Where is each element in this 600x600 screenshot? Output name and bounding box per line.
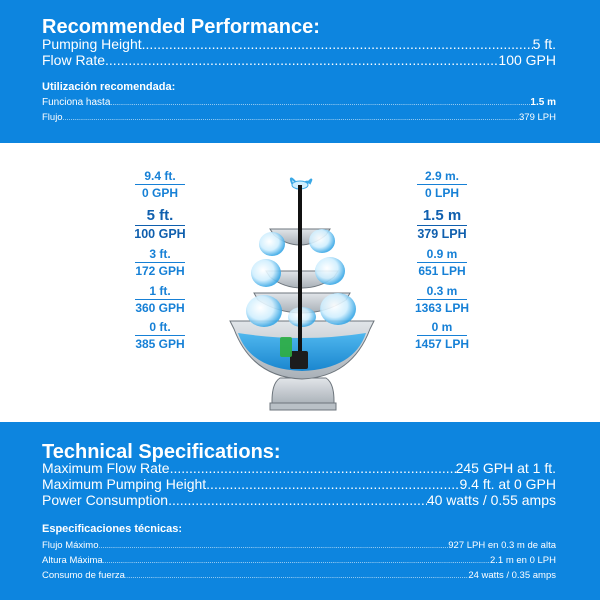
spec-row-power-consumption: Power Consumption 40 watts / 0.55 amps [42, 492, 556, 508]
height-flow-label: 0.9 m 651 LPH [417, 247, 467, 278]
technical-specifications-title-es: Especificaciones técnicas: [42, 523, 183, 535]
height-flow-label: 9.4 ft. 0 GPH [115, 169, 205, 200]
spec-row-pumping-height: Pumping Height 5 ft. [42, 36, 556, 52]
spec-row-funciona-hasta: Funciona hasta 1.5 m [42, 97, 556, 110]
imperial-scale-column: 9.4 ft. 0 GPH 5 ft. 100 GPH 3 ft. 172 GPH 1… [115, 143, 205, 422]
fountain-illustration [229, 177, 375, 411]
spec-row-max-pumping-height: Maximum Pumping Height 9.4 ft. at 0 GPH [42, 476, 556, 492]
spec-row-altura-maxima: Altura Máxima 2.1 m en 0 LPH [42, 555, 556, 568]
spec-row-flujo: Flujo 379 LPH [42, 112, 556, 125]
metric-scale-column: 2.9 m. 0 LPH 1.5 m 379 LPH 0.9 m 651 LPH 0.… [397, 143, 487, 422]
recommended-performance-title: Recommended Performance: [42, 16, 320, 38]
height-flow-label-recommended: 5 ft. 100 GPH [134, 207, 186, 241]
height-flow-label: 3 ft. 172 GPH [135, 247, 185, 278]
height-flow-label: 1 ft. 360 GPH [135, 284, 185, 315]
technical-specifications-title: Technical Specifications: [42, 441, 281, 463]
fountain-diagram-panel: 9.4 ft. 0 GPH 5 ft. 100 GPH 3 ft. 172 GPH 1… [0, 143, 600, 422]
height-flow-label: 2.9 m. 0 LPH [397, 169, 487, 200]
height-flow-label: 0 m 1457 LPH [414, 320, 470, 351]
recommended-use-title-es: Utilización recomendada: [42, 81, 176, 93]
height-flow-label: 0.3 m 1363 LPH [414, 284, 470, 315]
spec-row-flow-rate: Flow Rate 100 GPH [42, 52, 556, 68]
height-flow-label: 0 ft. 385 GPH [135, 320, 185, 351]
spec-row-flujo-maximo: Flujo Máximo 927 LPH en 0.3 m de alta [42, 540, 556, 553]
spec-row-consumo-de-fuerza: Consumo de fuerza 24 watts / 0.35 amps [42, 570, 556, 583]
height-flow-label-recommended: 1.5 m 379 LPH [417, 207, 467, 241]
spec-row-max-flow-rate: Maximum Flow Rate 245 GPH at 1 ft. [42, 460, 556, 476]
